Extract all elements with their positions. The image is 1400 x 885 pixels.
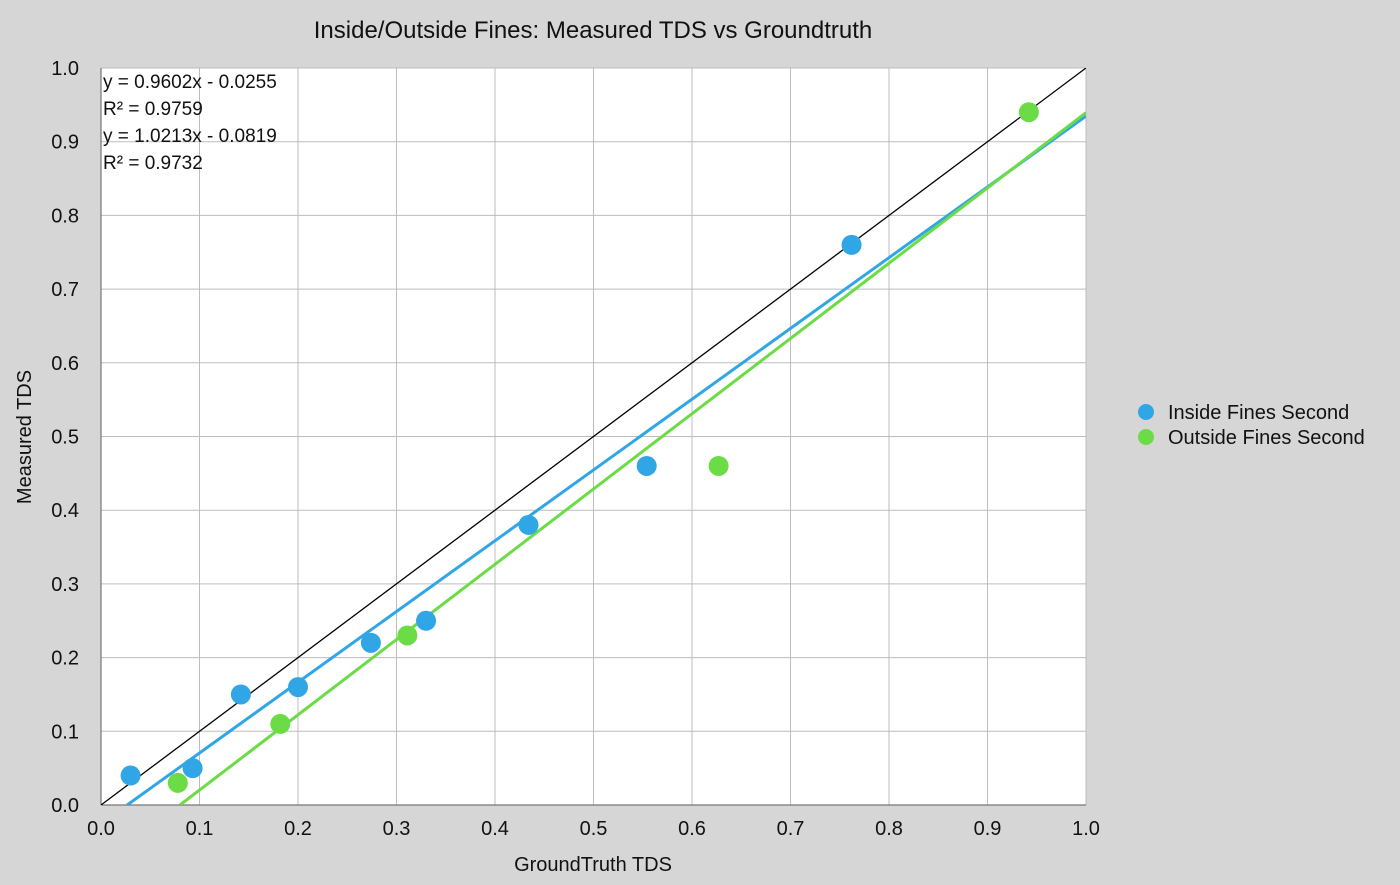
x-tick-label: 0.6 xyxy=(678,818,706,840)
plot-area: 0.0 0.1 0.2 0.3 0.4 0.5 0.6 0.7 0.8 0.9 1.0 0.0 0.1 0… xyxy=(51,58,1100,840)
data-point xyxy=(416,610,437,631)
data-point xyxy=(841,234,862,255)
trendline-equation: R² = 0.9732 xyxy=(103,153,203,174)
x-tick-label: 1.0 xyxy=(1072,818,1100,840)
y-tick-label: 0.5 xyxy=(51,427,79,449)
chart-title: Inside/Outside Fines: Measured TDS vs Gr… xyxy=(314,17,872,44)
legend-marker xyxy=(1138,429,1154,445)
data-point xyxy=(120,765,141,786)
data-point xyxy=(270,713,291,734)
y-tick-label: 0.7 xyxy=(51,279,79,301)
data-point xyxy=(167,772,188,793)
trendline xyxy=(179,111,1086,805)
data-point xyxy=(636,455,657,476)
y-tick-label: 0.9 xyxy=(51,132,79,154)
y-tick-label: 0.6 xyxy=(51,353,79,375)
y-tick-label: 0.0 xyxy=(51,795,79,817)
data-point xyxy=(708,455,729,476)
reference-line xyxy=(101,68,1086,805)
data-point xyxy=(1018,102,1039,123)
trendline xyxy=(126,114,1086,805)
x-tick-label: 0.8 xyxy=(875,818,903,840)
data-point xyxy=(518,514,539,535)
legend-label: Inside Fines Second xyxy=(1168,402,1349,424)
x-axis-title: GroundTruth TDS xyxy=(514,854,672,876)
data-point xyxy=(360,632,381,653)
x-tick-label: 0.3 xyxy=(383,818,411,840)
legend: Inside Fines Second Outside Fines Second xyxy=(1138,402,1365,449)
y-tick-label: 0.2 xyxy=(51,648,79,670)
trendline-equation: y = 1.0213x - 0.0819 xyxy=(103,126,277,147)
x-tick-label: 0.2 xyxy=(284,818,312,840)
y-axis-title: Measured TDS xyxy=(14,370,36,504)
y-tick-label: 0.1 xyxy=(51,721,79,743)
trendline-equation: y = 0.9602x - 0.0255 xyxy=(103,72,277,93)
trendline-equation: R² = 0.9759 xyxy=(103,99,203,120)
y-tick-label: 0.8 xyxy=(51,205,79,227)
x-tick-label: 0.0 xyxy=(87,818,115,840)
trendline-equations: y = 0.9602x - 0.0255 R² = 0.9759 y = 1.021… xyxy=(103,72,277,174)
x-tick-label: 0.4 xyxy=(481,818,509,840)
legend-marker xyxy=(1138,404,1154,420)
x-tick-label: 0.9 xyxy=(974,818,1002,840)
y-tick-label: 0.4 xyxy=(51,500,79,522)
data-point xyxy=(397,625,418,646)
x-tick-label: 0.7 xyxy=(777,818,805,840)
lines-group xyxy=(101,68,1086,805)
y-tick-label: 1.0 xyxy=(51,58,79,80)
y-tick-label: 0.3 xyxy=(51,574,79,596)
legend-label: Outside Fines Second xyxy=(1168,427,1365,449)
x-tick-label: 0.1 xyxy=(186,818,214,840)
x-tick-label: 0.5 xyxy=(580,818,608,840)
data-point xyxy=(182,758,203,779)
data-point xyxy=(288,677,308,698)
data-point xyxy=(230,684,251,705)
